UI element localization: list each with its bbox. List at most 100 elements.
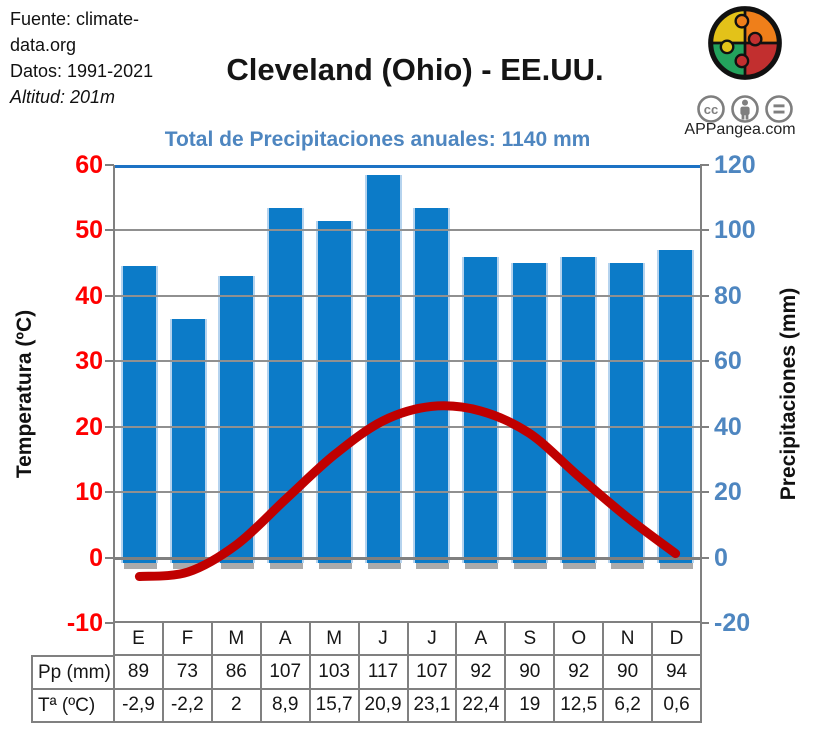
bar-shadow [367, 562, 401, 569]
left-axis-tick [105, 622, 114, 624]
month-cell: O [555, 623, 603, 655]
right-axis-tick-label: 80 [714, 281, 742, 310]
gridline [115, 360, 700, 363]
precip-bar [415, 207, 449, 563]
left-axis-tick [105, 556, 114, 559]
right-axis-line [700, 165, 702, 623]
month-cell: F [163, 623, 211, 655]
bar-shadow [318, 562, 352, 569]
right-axis-tick [700, 294, 709, 297]
ta-cell: -2,2 [163, 689, 211, 721]
bar-shadow [513, 562, 547, 569]
right-axis-tick-label: -20 [714, 609, 751, 637]
right-axis-tick [700, 622, 709, 624]
precip-bar [122, 266, 156, 563]
precip-bar [171, 318, 205, 563]
pp-cell: 92 [457, 656, 505, 688]
precip-bar [659, 250, 693, 563]
left-axis-tick-label: 30 [75, 347, 103, 376]
left-axis-tick-label: 40 [75, 281, 103, 310]
attribution-icon [731, 95, 759, 123]
gridline [115, 425, 700, 428]
month-cell: D [653, 623, 700, 655]
left-axis-tick [105, 229, 114, 232]
pp-cell: 92 [555, 656, 603, 688]
ta-cell: 19 [506, 689, 554, 721]
right-axis-title: Precipitaciones (mm) [777, 287, 800, 501]
bar-shadow [123, 562, 157, 569]
cc-license-icons: cc [697, 95, 793, 123]
right-axis-tick-label: 20 [714, 478, 742, 507]
bar-shadow [172, 562, 206, 569]
pp-cell: 117 [359, 656, 407, 688]
left-axis-tick-label: 50 [75, 216, 103, 245]
ta-cell: -2,9 [115, 689, 162, 721]
ta-cell: 2 [212, 689, 260, 721]
appangea-puzzle-logo-icon [708, 6, 782, 80]
ta-cell: 22,4 [457, 689, 505, 721]
chart-subtitle: Total de Precipitaciones anuales: 1140 m… [164, 128, 591, 151]
pp-cell: 86 [212, 656, 260, 688]
source-block: Fuente: climate- data.org Datos: 1991-20… [10, 6, 153, 110]
right-axis-tick-label: 40 [714, 412, 742, 441]
right-axis-tick-label: 60 [714, 347, 742, 376]
precip-bar [220, 276, 254, 563]
month-cell: M [212, 623, 260, 655]
month-cell: M [310, 623, 358, 655]
right-axis-tick [700, 556, 709, 559]
right-axis-tick [700, 425, 709, 428]
row-label-table: Pp (mm) Tª (ºC) [31, 655, 115, 723]
left-axis-tick-label: 10 [75, 478, 103, 507]
ta-cell: 0,6 [653, 689, 700, 721]
cc-icon: cc [697, 95, 725, 123]
right-axis-tick [700, 491, 709, 494]
left-axis-tick-label: 20 [75, 412, 103, 441]
plot-area [105, 164, 709, 624]
left-axis-title: Temperatura (ºC) [13, 309, 36, 479]
bar-shadow [611, 562, 645, 569]
brand-name: APPangea.com [684, 121, 796, 138]
right-axis-tick [700, 229, 709, 232]
month-cell: A [457, 623, 505, 655]
month-cell: S [506, 623, 554, 655]
month-cell: J [359, 623, 407, 655]
bar-shadow [416, 562, 450, 569]
ta-cell: 15,7 [310, 689, 358, 721]
data-period: Datos: 1991-2021 [10, 61, 154, 81]
ta-cell: 8,9 [261, 689, 309, 721]
pp-cell: 107 [261, 656, 309, 688]
left-axis-tick [105, 360, 114, 363]
ta-cell: 20,9 [359, 689, 407, 721]
source-line-2: data.org [10, 35, 77, 55]
pp-cell: 90 [604, 656, 652, 688]
logo-block: cc [690, 4, 800, 125]
precip-bar [512, 263, 546, 563]
pp-cell: 73 [163, 656, 211, 688]
right-axis-tick-label: 0 [714, 543, 728, 572]
pp-cell: 103 [310, 656, 358, 688]
left-axis-tick-label: 0 [89, 543, 103, 572]
right-axis-tick-label: 120 [714, 151, 756, 179]
pp-cell: 94 [653, 656, 700, 688]
pp-cell: 89 [115, 656, 162, 688]
equal-icon [765, 95, 793, 123]
pp-cell: 90 [506, 656, 554, 688]
bar-shadow [562, 562, 596, 569]
pp-row-label: Pp (mm) [33, 657, 113, 688]
altitude: Altitud: 201m [10, 87, 116, 107]
month-cell: A [261, 623, 309, 655]
gridline [115, 294, 700, 297]
bar-shadow [270, 562, 304, 569]
left-axis-tick [105, 164, 114, 166]
right-axis-tick [700, 164, 709, 166]
right-axis-tick-label: 100 [714, 216, 756, 245]
month-cell: J [408, 623, 456, 655]
bar-shadow [660, 562, 694, 569]
left-axis-tick-label: 60 [75, 151, 103, 179]
plot-top-border [115, 165, 700, 168]
ta-cell: 12,5 [555, 689, 603, 721]
left-axis-tick [105, 425, 114, 428]
month-cell: N [604, 623, 652, 655]
page-title: Cleveland (Ohio) - EE.UU. [226, 52, 604, 87]
